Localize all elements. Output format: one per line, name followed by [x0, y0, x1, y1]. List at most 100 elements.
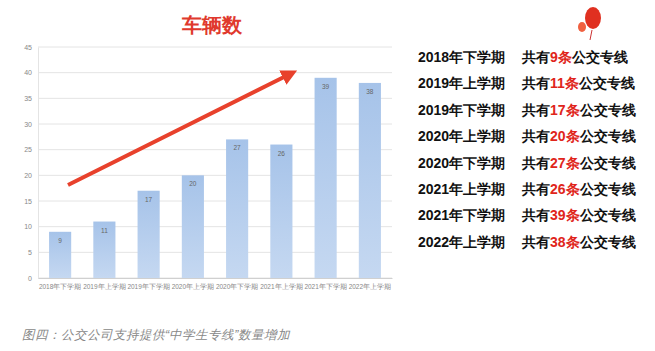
- bar: [226, 139, 248, 278]
- label-text: 公交专线: [571, 49, 628, 65]
- period: 2018年下学期: [418, 49, 505, 65]
- grid-line: [38, 47, 392, 48]
- x-tick: 2020年上学期: [172, 278, 214, 290]
- bar: [93, 222, 115, 278]
- canvas: 车辆数0510152025303540452018年下学期2019年上学期201…: [0, 0, 655, 351]
- x-tick: 2020年下学期: [216, 278, 258, 290]
- label-text: 共有: [521, 128, 550, 144]
- y-tick: 20: [24, 172, 38, 179]
- y-tick-label: 20: [24, 172, 32, 179]
- balloon-small: [578, 22, 586, 32]
- label-text: 共有: [521, 102, 550, 118]
- y-tick: 35: [24, 95, 38, 102]
- label-text: 共有: [521, 155, 550, 171]
- trend-arrow: [68, 74, 290, 185]
- label-text: 共有: [521, 49, 550, 65]
- period: 2020年下学期: [418, 155, 505, 171]
- y-tick-label: 15: [24, 198, 32, 205]
- period: 2021年上学期: [418, 181, 505, 197]
- y-tick: 15: [24, 198, 38, 205]
- bars: [49, 78, 381, 278]
- caption: 图四：公交公司支持提供“中学生专线”数量增加: [22, 328, 291, 342]
- y-tick-label: 45: [24, 44, 32, 51]
- y-tick-label: 30: [24, 121, 32, 128]
- x-tick-label: 2021年下学期: [304, 283, 346, 290]
- label-text: 公交专线: [579, 128, 636, 144]
- unit: 条: [565, 181, 580, 197]
- balloon: [585, 7, 601, 29]
- y-tick: 0: [28, 275, 38, 282]
- label-text: 公交专线: [579, 102, 636, 118]
- count: 27: [550, 155, 566, 171]
- unit: 条: [557, 49, 572, 65]
- count: 39: [550, 207, 566, 223]
- label-text: 公交专线: [579, 207, 636, 223]
- y-tick-label: 10: [24, 223, 32, 230]
- label-text: 共有: [521, 75, 550, 91]
- count: 17: [550, 102, 566, 118]
- x-tick: 2019年上学期: [83, 278, 125, 290]
- grid-line: [38, 226, 392, 227]
- count: 11: [550, 75, 565, 91]
- data-label: 39: [322, 83, 330, 90]
- x-tick-label: 2020年下学期: [216, 283, 258, 290]
- y-axis-line: [38, 48, 39, 279]
- period: 2021年下学期: [418, 207, 505, 223]
- balloon-icon: [578, 7, 601, 40]
- bar: [182, 175, 204, 278]
- x-tick: 2021年上学期: [260, 278, 302, 290]
- label-text: 共有: [521, 234, 550, 250]
- bar: [359, 83, 381, 278]
- x-tick: 2019年下学期: [127, 278, 169, 290]
- x-tick: 2022年上学期: [349, 278, 391, 290]
- y-tick-label: 35: [24, 95, 32, 102]
- unit: 条: [565, 102, 580, 118]
- chart-title: 车辆数: [181, 14, 243, 36]
- grid-line: [38, 124, 392, 125]
- label-text: 公交专线: [578, 75, 635, 91]
- data-label: 11: [101, 227, 108, 234]
- bar: [315, 78, 337, 278]
- unit: 条: [565, 207, 580, 223]
- y-axis: 051015202530354045: [24, 44, 38, 282]
- period: 2019年下学期: [418, 102, 505, 118]
- grid: [38, 47, 392, 278]
- x-tick-label: 2022年上学期: [349, 283, 391, 290]
- data-label: 20: [189, 180, 197, 187]
- y-tick: 5: [28, 249, 38, 256]
- label-text: 共有: [521, 181, 550, 197]
- x-tick: 2018年下学期: [39, 278, 81, 290]
- data-label: 26: [278, 150, 286, 157]
- unit: 条: [564, 75, 579, 91]
- period: 2022年上学期: [418, 234, 505, 250]
- y-tick: 30: [24, 121, 38, 128]
- x-axis: 2018年下学期2019年上学期2019年下学期2020年上学期2020年下学期…: [39, 278, 393, 290]
- grid-line: [38, 98, 392, 99]
- count: 38: [550, 234, 566, 250]
- data-label: 27: [234, 144, 242, 151]
- x-tick-label: 2019年上学期: [83, 283, 125, 290]
- grid-line: [38, 72, 392, 73]
- period: 2019年上学期: [418, 75, 505, 91]
- x-tick-label: 2020年上学期: [172, 283, 214, 290]
- balloon-string: [590, 30, 592, 40]
- x-tick-label: 2021年上学期: [260, 283, 302, 290]
- unit: 条: [565, 155, 580, 171]
- y-tick: 10: [24, 223, 38, 230]
- period: 2020年上学期: [418, 128, 505, 144]
- x-tick-label: 2018年下学期: [39, 283, 81, 290]
- y-tick-label: 5: [28, 249, 32, 256]
- data-label: 9: [58, 237, 62, 244]
- y-tick: 45: [24, 44, 38, 51]
- bar: [49, 232, 71, 278]
- grid-line: [38, 149, 392, 150]
- y-tick-label: 25: [24, 146, 32, 153]
- label-text: 公交专线: [579, 181, 636, 197]
- unit: 条: [565, 234, 580, 250]
- data-label: 38: [366, 88, 374, 95]
- y-tick-label: 0: [28, 275, 32, 282]
- bar: [138, 191, 160, 278]
- x-tick-label: 2019年下学期: [127, 283, 169, 290]
- grid-line: [38, 252, 392, 253]
- count: 20: [550, 128, 566, 144]
